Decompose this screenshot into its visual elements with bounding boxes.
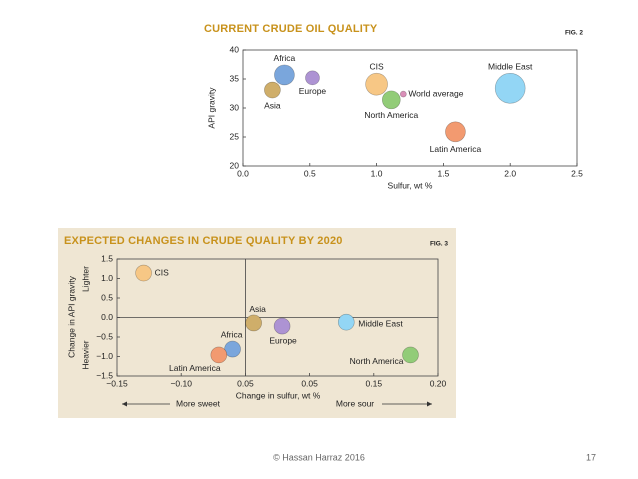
point-label: Middle East	[358, 318, 403, 328]
point-label: World average	[408, 88, 463, 98]
bubble	[273, 317, 291, 335]
x-tick-label: 0.20	[430, 378, 447, 388]
x-tick-label: 1.5	[437, 168, 449, 178]
point-label: CIS	[155, 267, 170, 277]
point-label: North America	[364, 110, 418, 120]
point-label: Africa	[221, 329, 243, 339]
point-label: Africa	[274, 53, 296, 63]
x-tick-label: 2.5	[571, 168, 583, 178]
point-label: Europe	[299, 86, 327, 96]
x-tick-label: 0.15	[366, 378, 383, 388]
y-tick-label: −1.5	[96, 370, 113, 380]
bubble	[305, 70, 320, 86]
fig-label: FIG. 2	[565, 30, 583, 37]
point-label: Asia	[264, 100, 281, 110]
chart-title: EXPECTED CHANGES IN CRUDE QUALITY BY 202…	[64, 235, 343, 247]
bubble	[264, 81, 281, 99]
y-tick-label: 35	[230, 73, 240, 83]
x-tick-label: 2.0	[504, 168, 516, 178]
x-tick-label: 0.0	[237, 168, 249, 178]
y-tick-label: 1.0	[101, 273, 113, 283]
arrowhead	[427, 401, 432, 407]
bubble	[365, 72, 388, 96]
bubble	[445, 121, 466, 143]
bubble	[274, 64, 295, 86]
x-axis-label: Sulfur, wt %	[388, 180, 433, 190]
y-annotation: Heavier	[80, 340, 90, 369]
x-tick-label: 1.0	[371, 168, 383, 178]
y-axis-label: API gravity	[206, 87, 216, 129]
y-tick-label: 1.5	[101, 253, 113, 263]
point-label: Middle East	[488, 62, 533, 72]
bubble	[210, 346, 228, 364]
point-label: Latin America	[430, 144, 482, 154]
x-tick-label: 0.05	[301, 378, 318, 388]
bubble	[494, 72, 526, 104]
x-tick-label: −0.15	[106, 378, 128, 388]
point-label: Asia	[249, 304, 266, 314]
y-annotation: Lighter	[80, 266, 90, 292]
y-tick-label: 0.0	[101, 312, 113, 322]
x-tick-label: 0.5	[304, 168, 316, 178]
arrowhead	[122, 401, 127, 407]
bubble	[224, 340, 241, 358]
bubble	[402, 346, 419, 364]
x-tick-label: 0.05	[237, 378, 254, 388]
chart-title: CURRENT CRUDE OIL QUALITY	[204, 23, 378, 35]
bubble	[337, 313, 355, 331]
bubble	[381, 90, 401, 110]
x-annotation: More sweet	[176, 398, 221, 408]
x-annotation: More sour	[336, 398, 374, 408]
point-label: North America	[350, 356, 404, 366]
bubble	[135, 264, 152, 282]
y-tick-label: 40	[230, 44, 240, 54]
y-tick-label: 30	[230, 102, 240, 112]
bubble	[245, 314, 262, 332]
y-tick-label: −1.0	[96, 351, 113, 361]
y-tick-label: 25	[230, 131, 240, 141]
y-axis-label: Change in API gravity	[66, 275, 76, 357]
point-label: Latin America	[169, 363, 221, 373]
y-tick-label: −0.5	[96, 331, 113, 341]
point-label: CIS	[370, 61, 385, 71]
fig-label: FIG. 3	[430, 241, 448, 248]
x-axis-label: Change in sulfur, wt %	[236, 390, 321, 400]
point-label: Europe	[269, 335, 297, 345]
bubble	[400, 90, 407, 98]
footer-credit: © Hassan Harraz 2016	[273, 452, 365, 462]
y-tick-label: 0.5	[101, 292, 113, 302]
page-number: 17	[586, 452, 596, 462]
x-tick-label: −0.10	[170, 378, 192, 388]
y-tick-label: 20	[230, 160, 240, 170]
